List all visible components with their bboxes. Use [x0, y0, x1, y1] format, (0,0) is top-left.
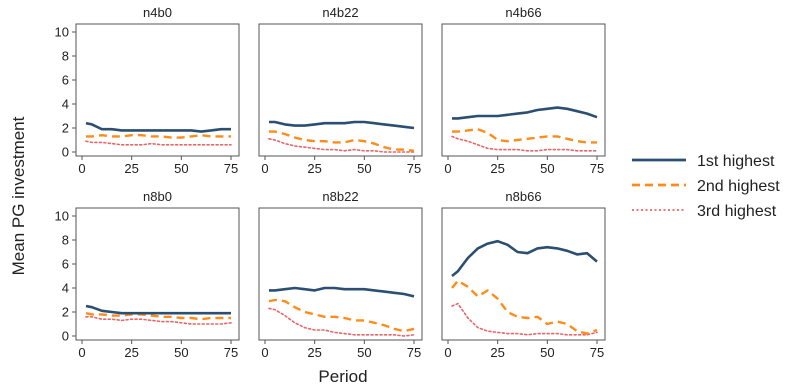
x-tick-label: 0 [444, 345, 451, 360]
series-line-2nd [269, 130, 415, 152]
panel-title: n4b66 [505, 5, 541, 20]
series-line-1st [85, 304, 231, 315]
panel-title: n4b0 [143, 5, 172, 20]
x-tick-label: 50 [174, 345, 188, 360]
panel-title: n4b22 [322, 5, 358, 20]
series-line-2nd [86, 133, 231, 139]
panel-n8b66: n8b66 0 25 50 75 [441, 189, 606, 360]
panel-title: n8b66 [505, 189, 541, 204]
panel-n8b22: n8b22 0 25 50 75 [258, 189, 423, 360]
y-tick-label: 10 [55, 209, 69, 224]
x-tick-label: 25 [307, 161, 321, 176]
panel-frame [441, 23, 606, 157]
series-line-3rd [268, 307, 415, 337]
series-line-1st [85, 121, 231, 133]
x-tick-label: 50 [174, 161, 188, 176]
series-line-1st [451, 239, 598, 278]
legend-item: 1st highest [632, 153, 775, 170]
y-tick-label: 10 [55, 25, 69, 40]
y-tick-label: 0 [62, 329, 69, 344]
legend-item: 3rd highest [632, 203, 777, 220]
series-line-2nd [268, 298, 415, 333]
x-tick-label: 0 [261, 161, 268, 176]
panel-n8b0: n8b0 0 2 4 6 8 10 0 25 50 75 [55, 189, 240, 360]
x-tick-label: 25 [124, 345, 138, 360]
y-tick-label: 8 [62, 233, 69, 248]
x-tick-label: 50 [540, 161, 554, 176]
x-tick-label: 75 [224, 345, 238, 360]
x-tick-label: 75 [590, 345, 604, 360]
x-tick-label: 75 [407, 345, 421, 360]
y-tick-label: 6 [62, 73, 69, 88]
y-tick-label: 2 [62, 305, 69, 320]
x-tick-label: 0 [261, 345, 268, 360]
panel-frame [75, 207, 240, 341]
y-tick-label: 4 [62, 97, 69, 112]
series-line-3rd [451, 302, 598, 336]
y-tick-label: 0 [62, 145, 69, 160]
x-tick-label: 25 [124, 161, 138, 176]
x-tick-label: 25 [490, 161, 504, 176]
panel-n4b22: n4b22 0 25 50 75 [258, 5, 423, 176]
series-line-1st [269, 286, 415, 298]
legend: 1st highest 2nd highest 3rd highest [632, 153, 780, 220]
panel-n4b0: n4b0 0 2 4 6 8 10 0 25 50 75 [55, 5, 240, 176]
legend-item: 2nd highest [632, 178, 780, 195]
series-line-2nd [85, 312, 231, 321]
x-tick-label: 75 [590, 161, 604, 176]
legend-label: 1st highest [697, 153, 775, 170]
panel-frame [441, 207, 606, 341]
panel-title: n8b22 [322, 189, 358, 204]
x-tick-label: 0 [78, 161, 85, 176]
x-tick-label: 50 [357, 161, 371, 176]
x-tick-label: 25 [490, 345, 504, 360]
y-tick-label: 6 [62, 257, 69, 272]
series-line-2nd [452, 127, 597, 144]
x-tick-label: 50 [540, 345, 554, 360]
panel-frame [75, 23, 240, 157]
x-tick-label: 75 [224, 161, 238, 176]
panel-title: n8b0 [143, 189, 172, 204]
panel-frame [258, 207, 423, 341]
series-line-3rd [85, 315, 232, 325]
series-line-3rd [451, 135, 598, 152]
x-tick-label: 75 [407, 161, 421, 176]
series-line-1st [452, 106, 598, 120]
series-line-1st [269, 120, 415, 130]
y-tick-label: 8 [62, 49, 69, 64]
legend-label: 3rd highest [697, 203, 777, 220]
series-line-2nd [451, 279, 598, 335]
legend-label: 2nd highest [697, 178, 780, 195]
y-axis-label: Mean PG investment [9, 116, 28, 275]
series-line-3rd [268, 138, 415, 153]
x-tick-label: 50 [357, 345, 371, 360]
panel-frame [258, 23, 423, 157]
x-tick-label: 0 [78, 345, 85, 360]
panels: n4b0 0 2 4 6 8 10 0 25 50 75 n4b22 0 25 50 75 n4b66 0 25 50… [55, 5, 606, 360]
x-tick-label: 0 [444, 161, 451, 176]
x-axis-label: Period [318, 367, 367, 386]
panel-n4b66: n4b66 0 25 50 75 [441, 5, 606, 176]
x-tick-label: 25 [307, 345, 321, 360]
y-tick-label: 4 [62, 281, 69, 296]
y-tick-label: 2 [62, 121, 69, 136]
